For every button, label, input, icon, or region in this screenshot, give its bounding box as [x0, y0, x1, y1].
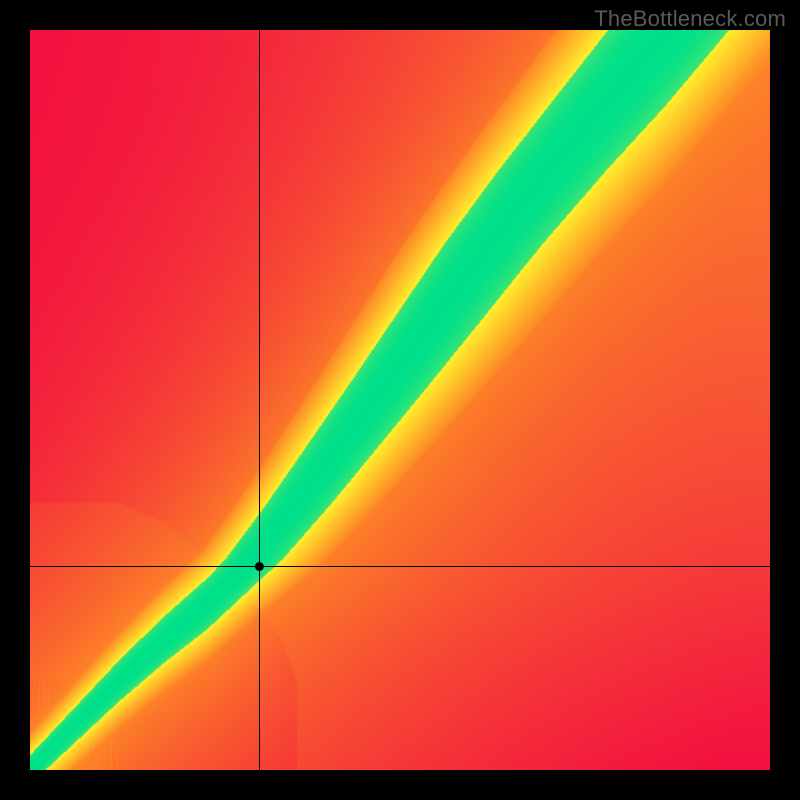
chart-container: TheBottleneck.com: [0, 0, 800, 800]
overlay-svg: [30, 30, 770, 770]
crosshair-dot: [255, 562, 264, 571]
watermark-text: TheBottleneck.com: [594, 6, 786, 32]
